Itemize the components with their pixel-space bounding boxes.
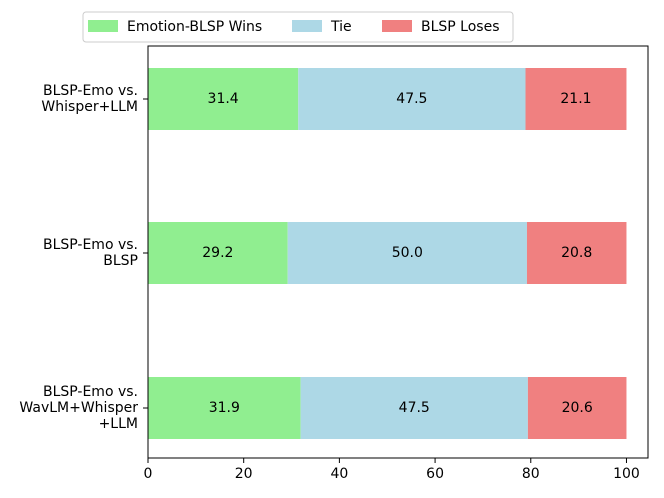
y-tick-label: BLSP xyxy=(103,253,138,269)
x-tick-label: 20 xyxy=(235,466,253,482)
x-tick-label: 80 xyxy=(522,466,540,482)
bar-segment xyxy=(300,377,528,439)
x-tick-label: 40 xyxy=(330,466,348,482)
bar-segment xyxy=(148,68,299,130)
y-tick-label: +LLM xyxy=(99,416,138,432)
bar-segment xyxy=(298,68,526,130)
legend-label: BLSP Loses xyxy=(421,19,500,35)
legend-swatch xyxy=(382,20,412,32)
bars-layer: 31.4 47.5 21.1 29.2 50.0 20.8 31.9 47.5 20.6 xyxy=(148,68,627,439)
y-tick-label: BLSP-Emo vs. xyxy=(43,83,138,99)
data-label: 47.5 xyxy=(396,91,427,107)
x-tick-label: 60 xyxy=(426,466,444,482)
data-label: 20.8 xyxy=(561,245,592,261)
bar-segment xyxy=(527,377,627,439)
y-tick-label: BLSP-Emo vs. xyxy=(43,237,138,253)
x-tick-label: 100 xyxy=(613,466,640,482)
bar-segment xyxy=(148,377,301,439)
y-tick-label: WavLM+Whisper xyxy=(19,400,138,416)
legend: Emotion-BLSP Wins Tie BLSP Loses xyxy=(82,11,514,43)
data-label: 31.4 xyxy=(208,91,239,107)
data-label: 31.9 xyxy=(209,400,240,416)
legend-label: Tie xyxy=(330,19,352,35)
data-label: 50.0 xyxy=(392,245,423,261)
y-tick-label: BLSP-Emo vs. xyxy=(43,384,138,400)
x-tick-label: 0 xyxy=(144,466,153,482)
plot-border xyxy=(147,45,649,459)
legend-swatch xyxy=(292,20,322,32)
data-label: 21.1 xyxy=(560,91,591,107)
legend-swatch xyxy=(88,20,118,32)
x-axis: 0 20 40 60 80 100 xyxy=(144,458,640,482)
data-label: 29.2 xyxy=(202,245,233,261)
bar-segment xyxy=(525,68,627,130)
legend-label: Emotion-BLSP Wins xyxy=(127,19,262,35)
bar-segment xyxy=(287,222,527,284)
bar-segment xyxy=(148,222,288,284)
bar-segment xyxy=(526,222,627,284)
y-tick-label: Whisper+LLM xyxy=(41,99,138,115)
data-label: 47.5 xyxy=(399,400,430,416)
axes-frame xyxy=(147,45,649,459)
data-label: 20.6 xyxy=(562,400,593,416)
